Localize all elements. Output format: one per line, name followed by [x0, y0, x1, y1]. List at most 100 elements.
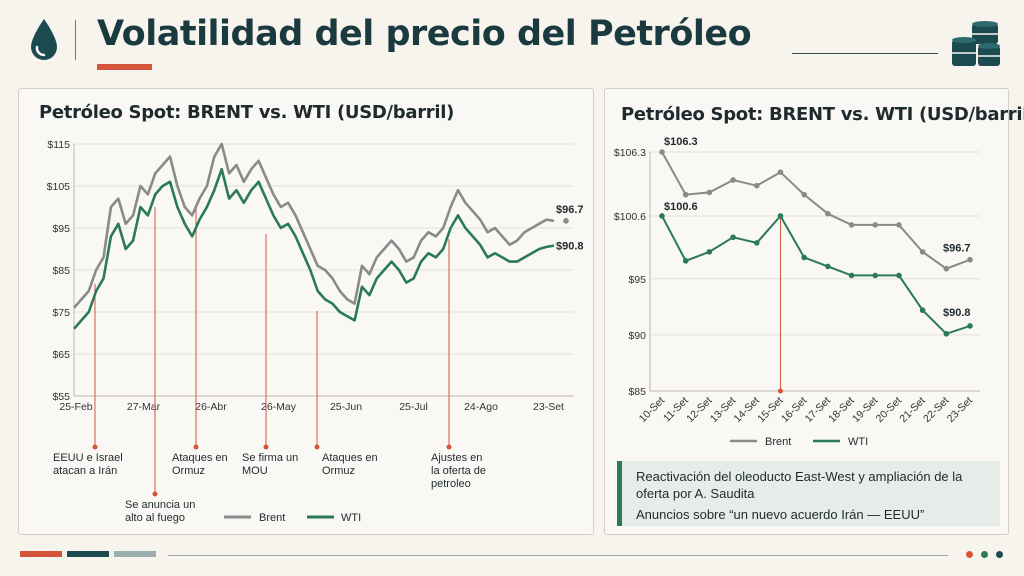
y-tick-label: $115 [47, 139, 70, 151]
x-tick-label: 26-Abr [195, 401, 227, 413]
y-tick-label: $100.6 [614, 211, 646, 223]
wti-point [967, 323, 973, 329]
event-label: Se firma un [242, 452, 298, 464]
x-tick-label: 15-Set [755, 395, 785, 425]
right-chart-panel: Petróleo Spot: BRENT vs. WTI (USD/barril… [604, 88, 1024, 535]
wti-point [943, 330, 950, 337]
event-label: MOU [242, 465, 268, 477]
x-tick-label: 25-Jun [330, 401, 362, 413]
y-tick-label: $75 [52, 307, 70, 319]
brent-point [659, 149, 665, 155]
wti-point [896, 272, 902, 279]
wti-series-line [73, 167, 555, 330]
event-label: Ormuz [172, 465, 205, 477]
event-label: Se anuncia un [125, 499, 195, 511]
wti-first-label: $100.6 [664, 201, 698, 213]
x-tick-label: 23-Set [533, 401, 564, 413]
title-underline [97, 64, 152, 70]
left-chart-panel: Petróleo Spot: BRENT vs. WTI (USD/barril… [18, 88, 594, 535]
wti-point [753, 240, 760, 246]
x-tick-label: 13-Set [708, 395, 738, 425]
event-label: Ataques en [172, 452, 228, 464]
wti-last-label: $90.8 [943, 307, 971, 319]
wti-point [706, 249, 713, 255]
x-tick-label: 21-Set [897, 395, 927, 425]
wti-point [825, 263, 831, 270]
event-marker-15-set [777, 388, 783, 394]
event-label: petroleo [431, 478, 471, 490]
brent-first-label: $106.3 [664, 136, 698, 148]
brent-end-marker [563, 218, 569, 224]
wti-series-line [661, 214, 971, 335]
x-tick-label: 17-Set [803, 395, 833, 425]
footer-rule [168, 555, 948, 556]
brent-series-line [661, 151, 971, 270]
x-tick-label: 14-Set [732, 395, 762, 425]
wti-point [659, 213, 665, 219]
brent-point [848, 222, 855, 228]
event-label: Ormuz [322, 465, 355, 477]
footer-dot-3 [996, 551, 1003, 558]
x-tick-label: 16-Set [779, 395, 809, 425]
event-marker [314, 444, 320, 450]
x-tick-label: 20-Set [874, 395, 904, 425]
event-label: Ataques en [322, 452, 378, 464]
brent-point [801, 191, 807, 198]
x-tick-label: 12-Set [684, 395, 714, 425]
event-label: EEUU e Israel [53, 452, 123, 464]
event-label: atacan a Irán [53, 465, 117, 477]
right-line-chart: $106.3$100.6$95$90$85 10-Set11-Set12-Set… [614, 136, 980, 448]
x-tick-label: 19-Set [850, 395, 880, 425]
wti-point [848, 272, 855, 279]
wti-point [777, 213, 784, 219]
brent-point [872, 222, 879, 228]
event-marker [193, 444, 199, 450]
footer-segment-3 [114, 551, 156, 557]
x-tick-label: 25-Feb [59, 401, 92, 413]
brent-point [943, 265, 950, 272]
callout-line-1: Reactivación del oleoducto East-West y a… [636, 469, 963, 501]
callout-box: Reactivación del oleoducto East-West y a… [617, 461, 1000, 526]
x-tick-label: 18-Set [826, 395, 856, 425]
right-legend: Brent WTI [730, 436, 868, 448]
left-chart-title: Petróleo Spot: BRENT vs. WTI (USD/barril… [39, 102, 455, 123]
legend-wti-label: WTI [848, 436, 868, 448]
y-tick-label: $105 [47, 181, 71, 193]
y-tick-label: $85 [52, 265, 70, 277]
y-tick-label: $90 [628, 330, 646, 342]
wti-point [682, 258, 689, 264]
x-tick-label: 10-Set [637, 395, 667, 425]
x-tick-label: 22-Set [921, 395, 951, 425]
left-legend: Brent WTI [224, 512, 361, 524]
oil-barrels-icon [952, 21, 1000, 66]
wti-point [801, 254, 807, 261]
x-tick-label: 24-Ago [464, 401, 498, 413]
left-line-chart: $115 $105 $95 $85 $75 $65 $55 25-Feb 27-Mar 26-A… [47, 139, 584, 524]
brent-point [682, 191, 689, 198]
footer-segment-1 [20, 551, 62, 557]
y-tick-label: $95 [628, 274, 646, 286]
y-tick-label: $65 [52, 349, 70, 361]
brent-point [730, 177, 736, 183]
wti-point [919, 307, 926, 314]
wti-end-label: $90.8 [556, 241, 584, 253]
event-label: Ajustes en [431, 452, 482, 464]
y-tick-label: $55 [52, 391, 70, 403]
footer-segment-2 [67, 551, 109, 557]
x-tick-label: 25-Jul [399, 401, 428, 413]
y-tick-label: $85 [628, 386, 646, 398]
event-marker [92, 444, 98, 450]
x-tick-label: 26-May [261, 401, 297, 413]
brent-point [706, 189, 713, 196]
page-title: Volatilidad del precio del Petróleo [97, 14, 752, 54]
brent-point [919, 249, 926, 255]
oil-drop-icon [31, 19, 57, 60]
brent-point [967, 256, 973, 263]
brent-series-line [73, 142, 555, 309]
legend-wti-label: WTI [341, 512, 361, 524]
brent-point [753, 182, 760, 189]
event-label: la oferta de [431, 465, 486, 477]
y-tick-label: $106.3 [614, 147, 646, 159]
y-tick-label: $95 [52, 223, 70, 235]
legend-brent-label: Brent [259, 512, 285, 524]
